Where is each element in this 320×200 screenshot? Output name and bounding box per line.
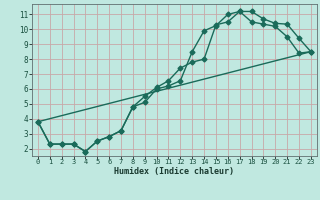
X-axis label: Humidex (Indice chaleur): Humidex (Indice chaleur) [115,167,234,176]
